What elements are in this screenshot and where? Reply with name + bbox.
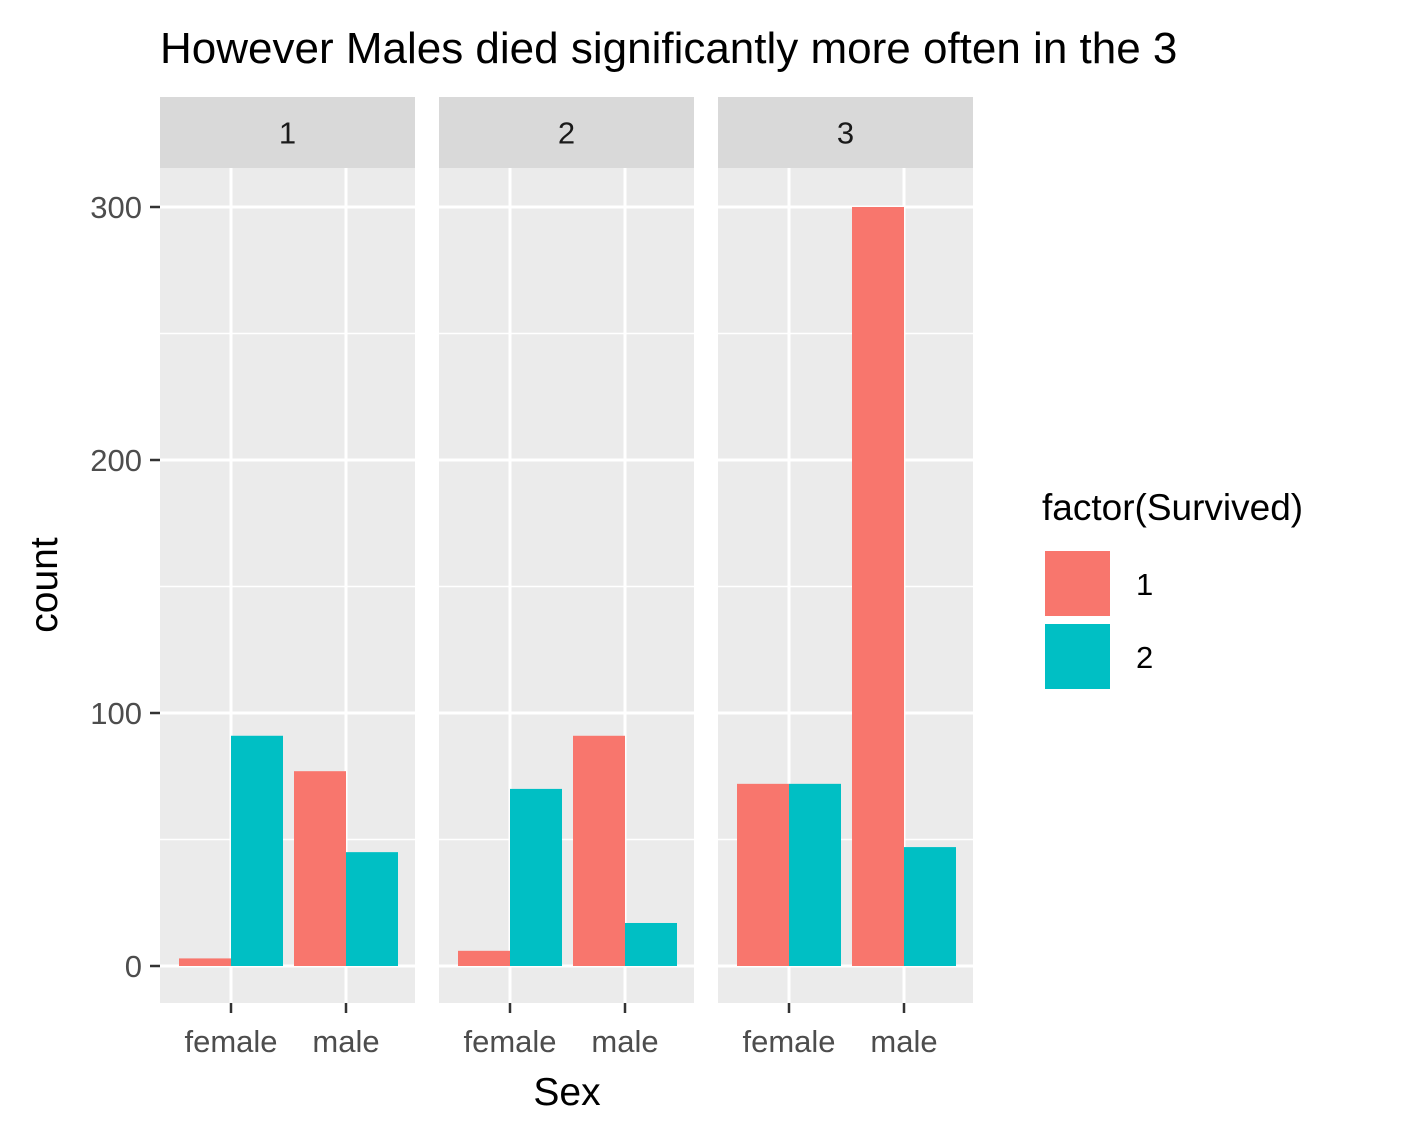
facet-strip <box>160 97 415 168</box>
bar-male-survived-1 <box>573 735 625 966</box>
facet-panel: 2 female male <box>439 97 694 1059</box>
panel-background <box>439 168 694 1003</box>
legend-label-2: 2 <box>1136 640 1153 675</box>
x-tick-label: male <box>312 1024 379 1059</box>
bar-female-survived-1 <box>737 783 789 966</box>
facet-panel: 3 female male <box>718 97 973 1059</box>
x-tick-label: female <box>742 1024 835 1059</box>
x-tick-label: male <box>591 1024 658 1059</box>
bar-female-survived-2 <box>789 783 841 966</box>
y-tick-label: 200 <box>90 443 142 478</box>
facet-panels: 1 female male 2 female male 3 female male <box>160 97 973 1059</box>
chart-title: However Males died significantly more of… <box>160 24 1177 73</box>
bar-female-survived-1 <box>179 958 231 966</box>
y-axis: 0 100 200 300 <box>90 190 160 984</box>
y-tick-label: 300 <box>90 190 142 225</box>
bar-female-survived-2 <box>510 788 562 966</box>
facet-strip-label: 2 <box>558 116 575 151</box>
bar-female-survived-2 <box>231 735 283 966</box>
y-tick-label: 100 <box>90 696 142 731</box>
facet-strip-label: 1 <box>279 116 296 151</box>
legend-title: factor(Survived) <box>1042 487 1303 528</box>
legend: factor(Survived) 1 2 <box>1042 487 1303 692</box>
legend-swatch-2 <box>1045 624 1110 689</box>
facet-strip <box>718 97 973 168</box>
legend-label-1: 1 <box>1136 567 1153 602</box>
bar-male-survived-2 <box>625 922 677 966</box>
facet-strip <box>439 97 694 168</box>
x-tick-label: female <box>463 1024 556 1059</box>
facet-panel: 1 female male <box>160 97 415 1059</box>
bar-male-survived-1 <box>852 207 904 966</box>
x-axis-title: Sex <box>533 1071 601 1114</box>
bar-male-survived-1 <box>294 771 346 966</box>
bar-male-survived-2 <box>904 847 956 966</box>
bar-male-survived-2 <box>346 852 398 966</box>
y-axis-title: count <box>23 537 66 633</box>
bar-female-survived-1 <box>458 950 510 966</box>
facet-strip-label: 3 <box>837 116 854 151</box>
y-tick-label: 0 <box>125 949 142 984</box>
x-tick-label: male <box>870 1024 937 1059</box>
x-tick-label: female <box>184 1024 277 1059</box>
legend-swatch-1 <box>1045 551 1110 616</box>
